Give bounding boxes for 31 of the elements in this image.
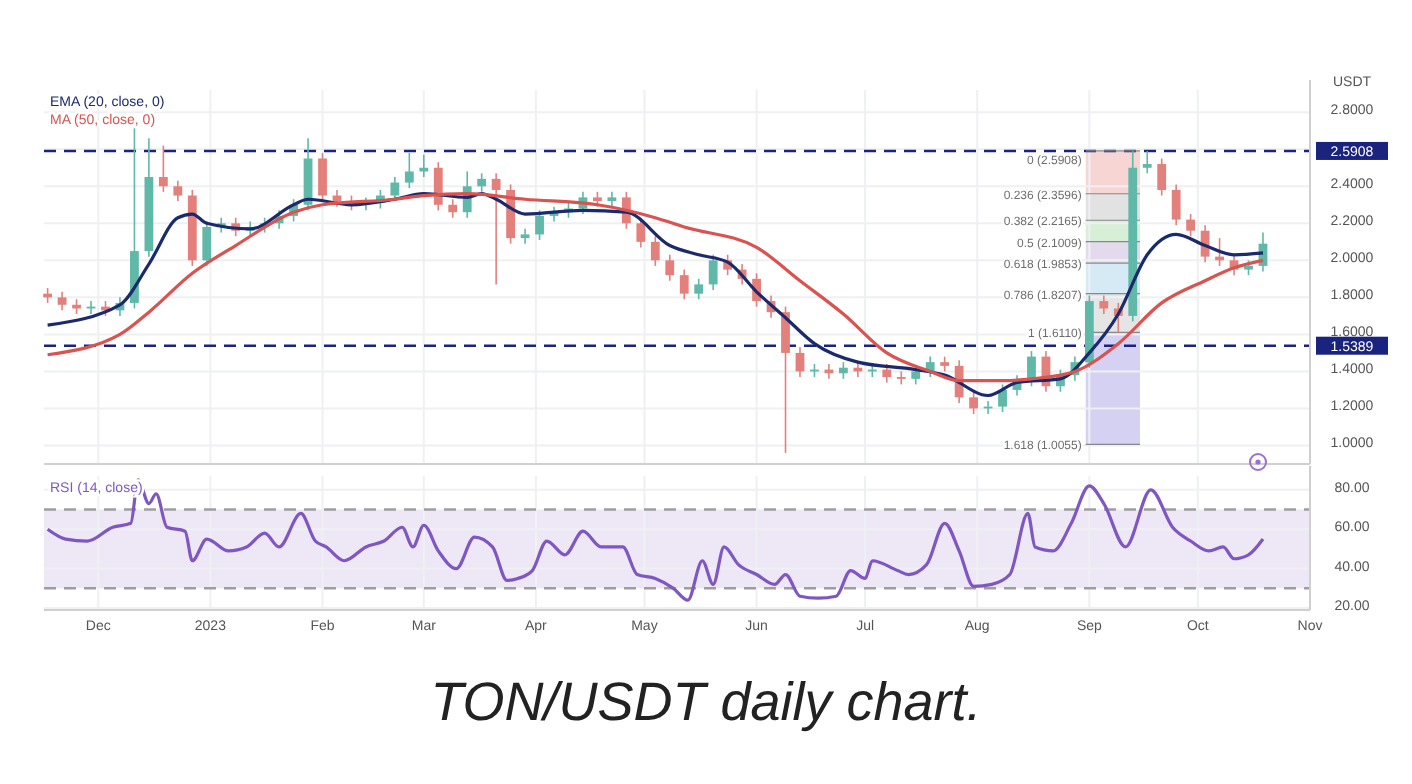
candlestick xyxy=(1157,157,1167,197)
candlestick xyxy=(158,144,168,193)
candlestick xyxy=(318,152,327,202)
candlestick xyxy=(433,161,443,212)
candlestick xyxy=(1142,150,1152,175)
candlestick xyxy=(1171,183,1181,226)
candlestick xyxy=(491,172,501,286)
candlestick xyxy=(1099,294,1109,315)
line-series xyxy=(46,478,1265,602)
candlestick xyxy=(679,268,689,301)
candlestick xyxy=(636,216,646,249)
text: TON/USDT daily chart. xyxy=(430,672,982,732)
candlestick xyxy=(1186,213,1196,238)
candlestick xyxy=(781,305,790,454)
candlestick xyxy=(390,176,400,202)
candlestick xyxy=(202,220,212,267)
candlestick xyxy=(650,235,660,267)
candlestick xyxy=(882,363,892,384)
candlestick xyxy=(998,383,1007,413)
candlestick xyxy=(57,291,67,312)
candlestick xyxy=(173,179,183,202)
candlestick xyxy=(694,278,704,301)
candlestick xyxy=(520,228,530,245)
candlestick xyxy=(969,390,979,415)
candlestick xyxy=(448,198,458,219)
candlestick xyxy=(535,209,544,241)
candlestick xyxy=(477,172,487,193)
candlestick xyxy=(404,152,414,189)
candlestick xyxy=(708,253,718,291)
candlestick xyxy=(896,370,906,386)
candlestick xyxy=(665,253,675,282)
